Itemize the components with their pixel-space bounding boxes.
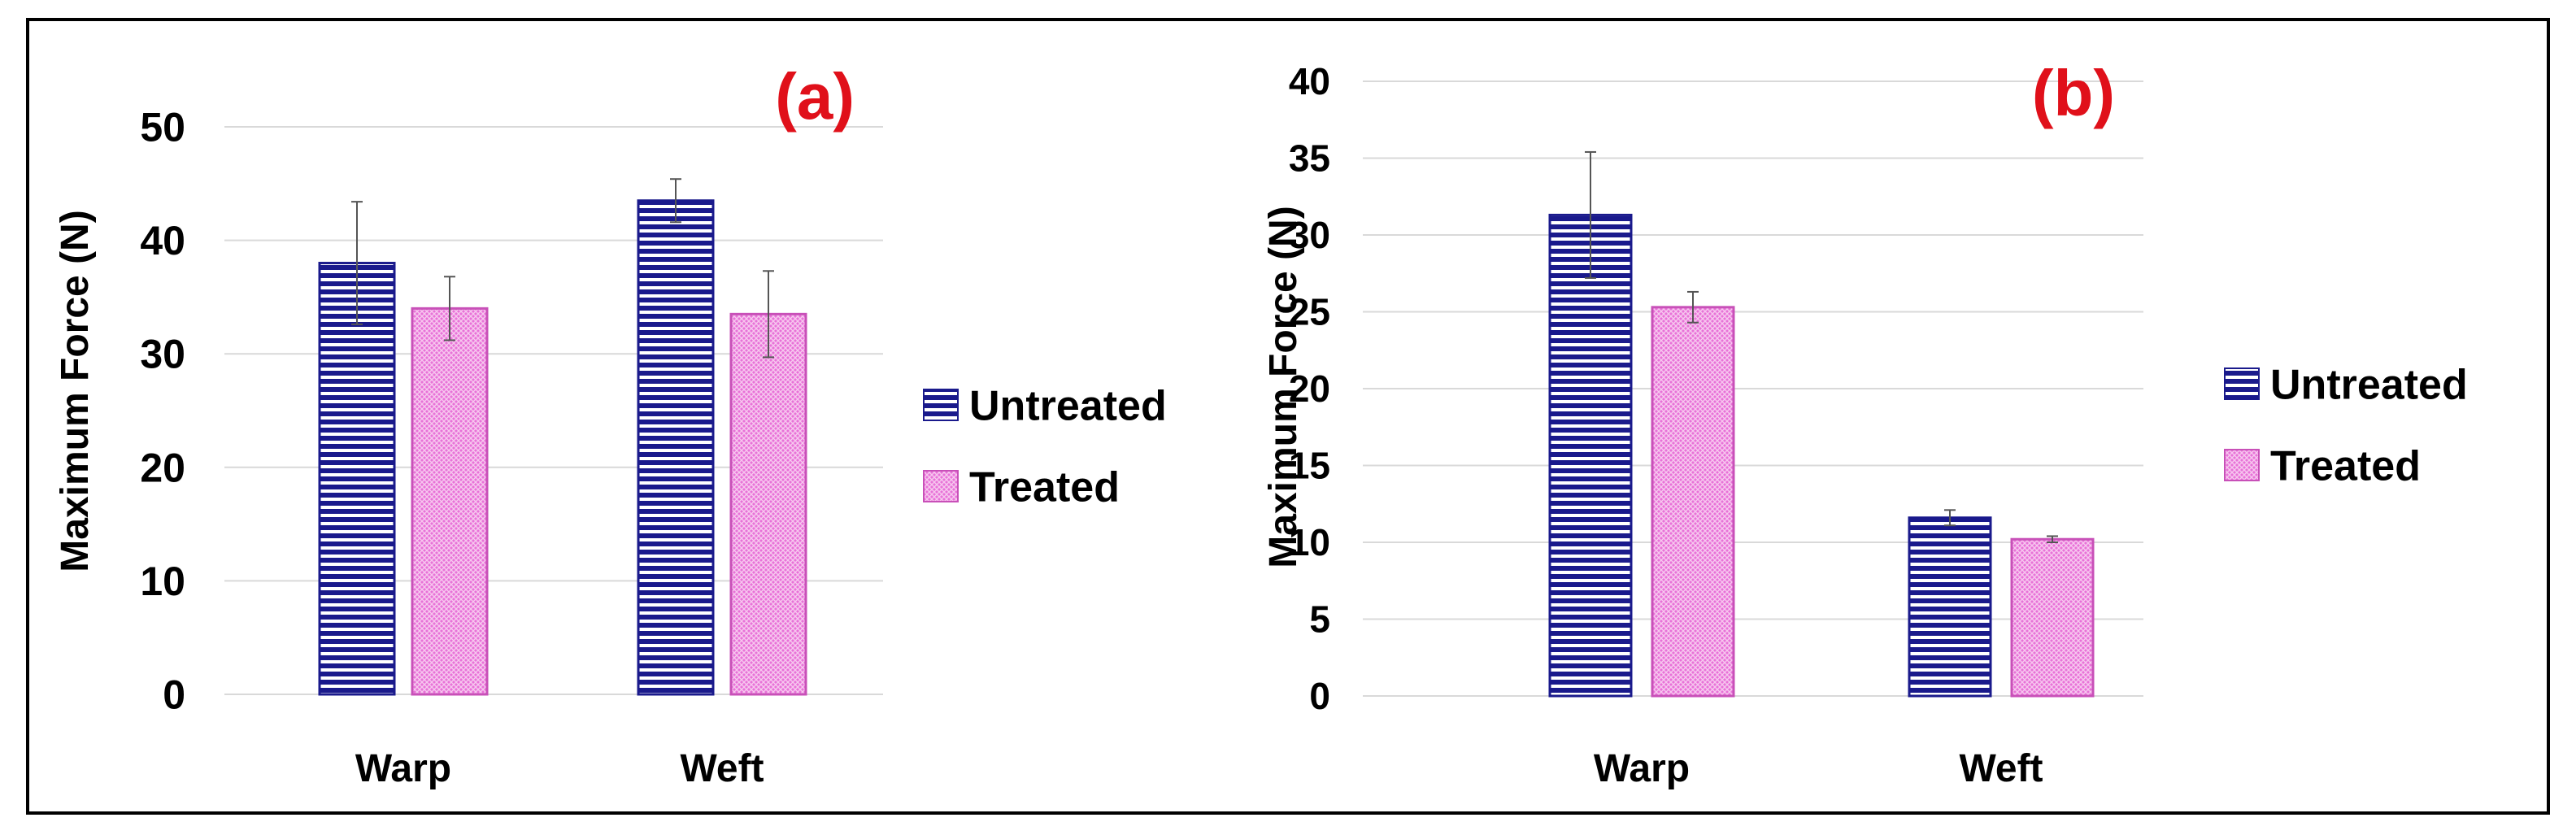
legend-swatch-b-treated <box>2224 449 2260 481</box>
y-tick-label-a-30: 30 <box>140 332 185 377</box>
error-bar-b-untreated-warp <box>1585 150 1596 279</box>
x-tick-label-b-weft: Weft <box>1959 747 2043 790</box>
legend-swatch-b-untreated <box>2224 367 2260 400</box>
x-tick-label-b-warp: Warp <box>1594 747 1690 790</box>
x-tick-label-a-warp: Warp <box>355 747 451 790</box>
chart-panel-a: 0 10 20 30 40 50 Maximum Force (N) Warp Weft (a) U… <box>54 60 1167 790</box>
error-bar-a-untreated-warp <box>351 201 363 325</box>
legend-label-b-untreated: Untreated <box>2270 362 2468 409</box>
error-bar-a-treated-warp <box>444 276 455 341</box>
bar-a-untreated-weft <box>637 199 715 696</box>
bar-a-treated-warp <box>411 307 489 696</box>
error-bar-a-treated-weft <box>763 270 774 359</box>
figure-frame: 0 10 20 30 40 50 Maximum Force (N) Warp Weft (a) U… <box>26 18 2550 815</box>
bar-b-untreated-warp <box>1548 213 1633 698</box>
legend-swatch-a-treated <box>923 470 959 502</box>
error-bar-b-untreated-weft <box>1944 509 1956 527</box>
y-tick-label-b-20: 20 <box>1289 367 1330 410</box>
bar-b-treated-weft <box>2010 537 2095 698</box>
y-axis-title-a: Maximum Force (N) <box>54 210 97 572</box>
error-bar-a-untreated-weft <box>670 178 681 224</box>
error-bar-b-treated-weft <box>2047 535 2058 543</box>
legend-label-b-treated: Treated <box>2270 443 2421 490</box>
y-tick-label-b-35: 35 <box>1289 137 1330 180</box>
bar-a-treated-weft <box>729 312 807 696</box>
bar-b-untreated-weft <box>1908 516 1992 698</box>
y-tick-label-a-20: 20 <box>140 445 185 490</box>
legend-label-a-treated: Treated <box>969 464 1120 511</box>
x-tick-label-a-weft: Weft <box>680 747 764 790</box>
legend-label-a-untreated: Untreated <box>969 383 1167 430</box>
panel-label-b: (b) <box>2032 57 2115 129</box>
chart-panel-b: 0 5 10 15 20 25 30 35 40 Maximum Force (N) Warp Wef… <box>1262 57 2468 790</box>
y-axis-title-b: Maximum Force (N) <box>1262 206 1305 568</box>
bar-a-untreated-warp <box>318 262 396 696</box>
y-tick-label-b-15: 15 <box>1289 445 1330 487</box>
y-tick-label-a-10: 10 <box>140 559 185 604</box>
y-tick-label-b-30: 30 <box>1289 214 1330 256</box>
panel-label-a: (a) <box>775 60 855 133</box>
y-tick-label-b-5: 5 <box>1309 598 1330 641</box>
bar-b-treated-warp <box>1651 306 1735 698</box>
y-tick-label-a-40: 40 <box>140 218 185 263</box>
y-tick-label-b-0: 0 <box>1309 675 1330 717</box>
y-tick-label-b-40: 40 <box>1289 60 1330 102</box>
error-bar-b-treated-warp <box>1687 290 1699 324</box>
y-tick-label-a-0: 0 <box>163 672 185 718</box>
y-tick-label-b-25: 25 <box>1289 291 1330 333</box>
y-tick-label-b-10: 10 <box>1289 521 1330 563</box>
y-tick-label-a-50: 50 <box>140 105 185 150</box>
legend-swatch-a-untreated <box>923 389 959 421</box>
